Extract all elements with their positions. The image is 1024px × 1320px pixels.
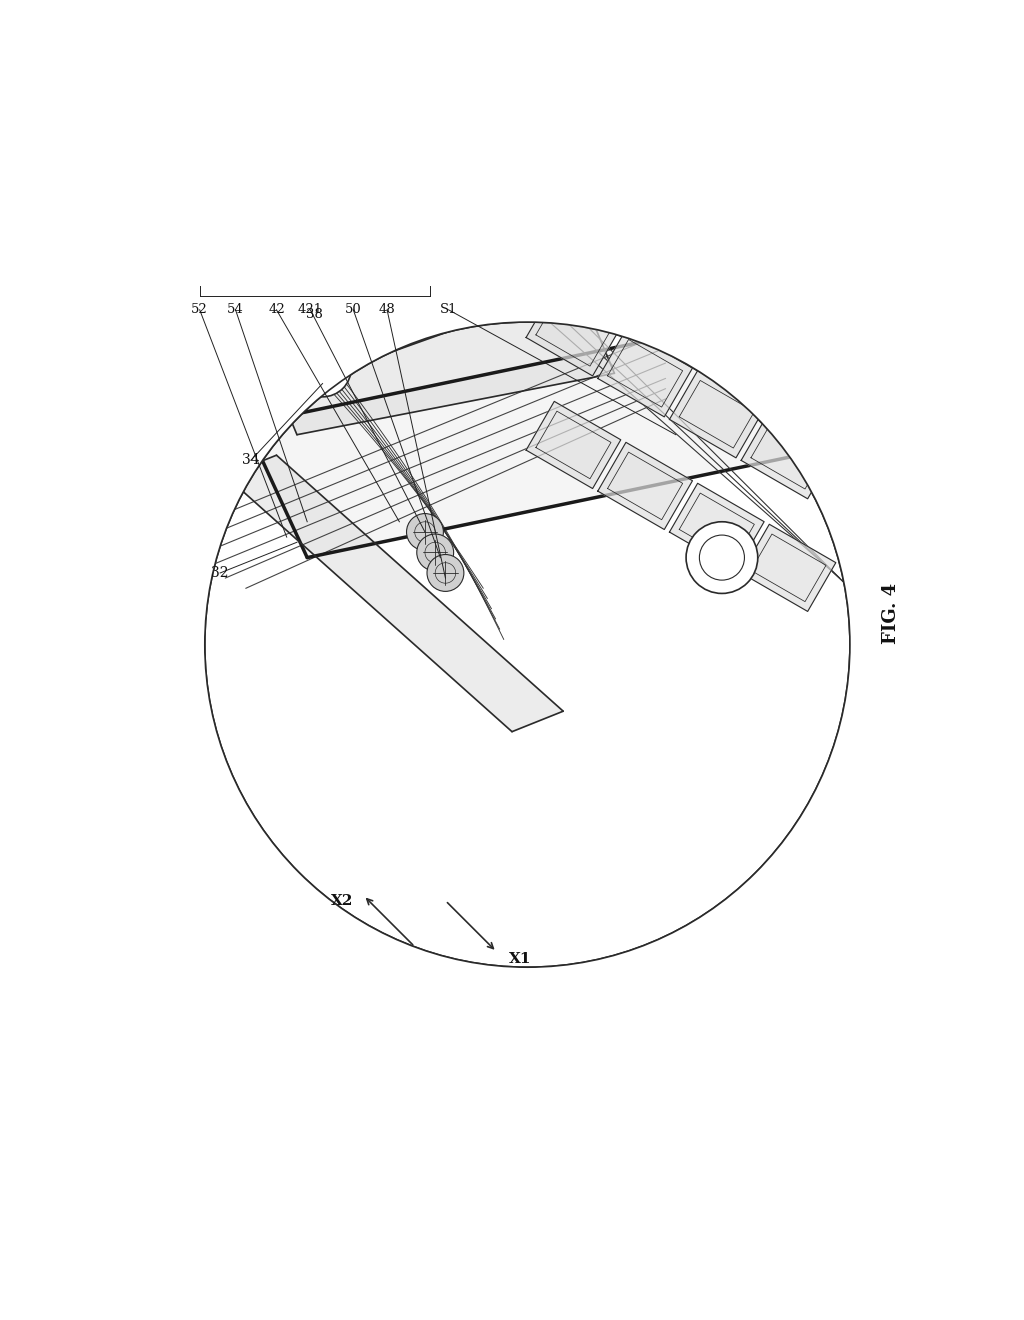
- Text: 421: 421: [298, 304, 323, 317]
- Circle shape: [417, 535, 454, 572]
- Polygon shape: [741, 524, 836, 611]
- Text: 50: 50: [345, 304, 361, 317]
- Polygon shape: [741, 412, 836, 499]
- Polygon shape: [598, 442, 692, 529]
- Text: 34: 34: [242, 453, 260, 467]
- Circle shape: [407, 513, 443, 550]
- Circle shape: [294, 339, 351, 397]
- Text: X2: X2: [331, 894, 353, 908]
- Text: Jan. 10, 2013  Sheet 4 of 4: Jan. 10, 2013 Sheet 4 of 4: [419, 185, 605, 198]
- Text: 54: 54: [227, 304, 244, 317]
- Polygon shape: [369, 251, 532, 352]
- Polygon shape: [670, 371, 764, 458]
- Text: 38: 38: [306, 309, 324, 321]
- Polygon shape: [526, 401, 621, 488]
- Text: X1: X1: [509, 952, 531, 966]
- Circle shape: [427, 554, 464, 591]
- Text: FIG. 4: FIG. 4: [882, 583, 900, 644]
- Polygon shape: [670, 483, 764, 570]
- Text: S1: S1: [439, 304, 458, 317]
- Polygon shape: [246, 322, 799, 557]
- Text: 42: 42: [268, 304, 285, 317]
- Polygon shape: [0, 148, 1024, 1172]
- Polygon shape: [598, 330, 692, 417]
- Text: 32: 32: [211, 566, 229, 579]
- Circle shape: [686, 521, 758, 594]
- Polygon shape: [225, 455, 563, 731]
- Circle shape: [205, 322, 850, 968]
- Polygon shape: [246, 251, 614, 434]
- Polygon shape: [526, 289, 621, 376]
- Text: 48: 48: [379, 304, 395, 317]
- Text: US 2013/0010417 A1: US 2013/0010417 A1: [783, 185, 932, 198]
- Text: Patent Application Publication: Patent Application Publication: [92, 185, 307, 198]
- Text: 52: 52: [191, 304, 208, 317]
